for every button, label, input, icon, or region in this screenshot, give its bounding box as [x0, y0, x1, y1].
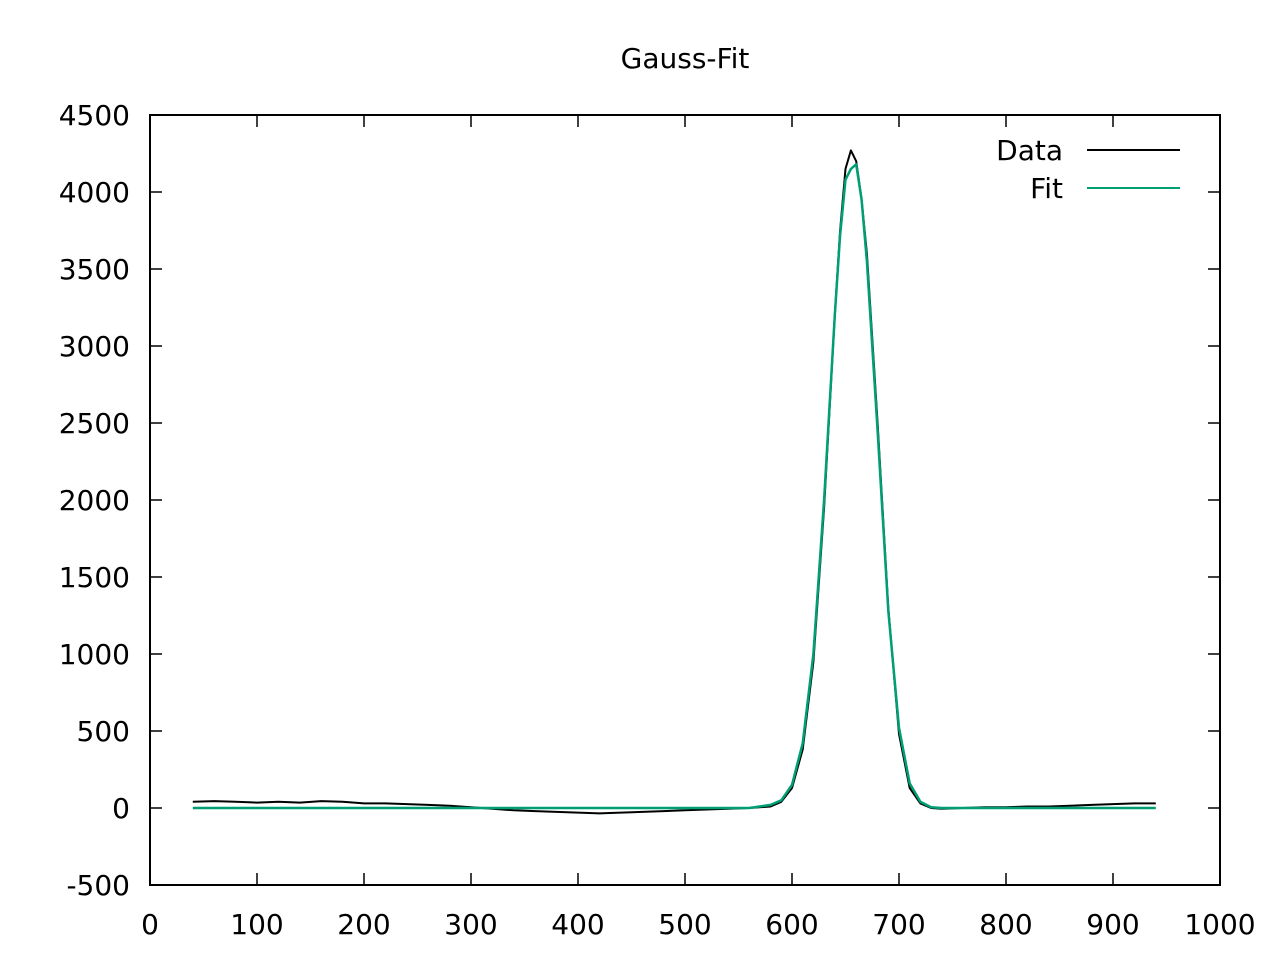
plot-frame	[149, 114, 1221, 886]
series-line-fit	[192, 163, 1156, 810]
y-tick-label: 2000	[59, 484, 130, 517]
x-tick-label: 1000	[1184, 908, 1255, 941]
y-tick-label: 500	[77, 715, 130, 748]
x-tick-label: 600	[765, 908, 818, 941]
chart-title: Gauss-Fit	[621, 42, 750, 75]
x-tick-label: 400	[551, 908, 604, 941]
x-tick-label: 0	[141, 908, 159, 941]
y-tick-label: 4500	[59, 99, 130, 132]
series-line-data	[192, 149, 1156, 815]
x-tick-label: 900	[1086, 908, 1139, 941]
series-layer	[192, 149, 1156, 815]
y-tick-label: 0	[112, 792, 130, 825]
legend-label-fit: Fit	[1030, 172, 1063, 205]
x-tick-label: 800	[979, 908, 1032, 941]
x-axis: 0 100 200 300 400 500 600 700 800 900 1000	[141, 115, 1256, 941]
x-tick-label: 300	[444, 908, 497, 941]
y-tick-label: 3500	[59, 253, 130, 286]
y-tick-label: 4000	[59, 176, 130, 209]
legend-label-data: Data	[996, 134, 1063, 167]
x-tick-label: 100	[230, 908, 283, 941]
y-tick-label: -500	[66, 869, 130, 902]
y-tick-label: 3000	[59, 330, 130, 363]
legend: Data Fit	[996, 134, 1180, 205]
y-tick-label: 1000	[59, 638, 130, 671]
x-tick-label: 500	[658, 908, 711, 941]
x-tick-label: 200	[337, 908, 390, 941]
y-tick-label: 1500	[59, 561, 130, 594]
x-tick-label: 700	[872, 908, 925, 941]
y-axis: -500 0 500 1000 1500 2000 2500 3000 3500 4000 4500	[59, 99, 1220, 902]
y-tick-label: 2500	[59, 407, 130, 440]
